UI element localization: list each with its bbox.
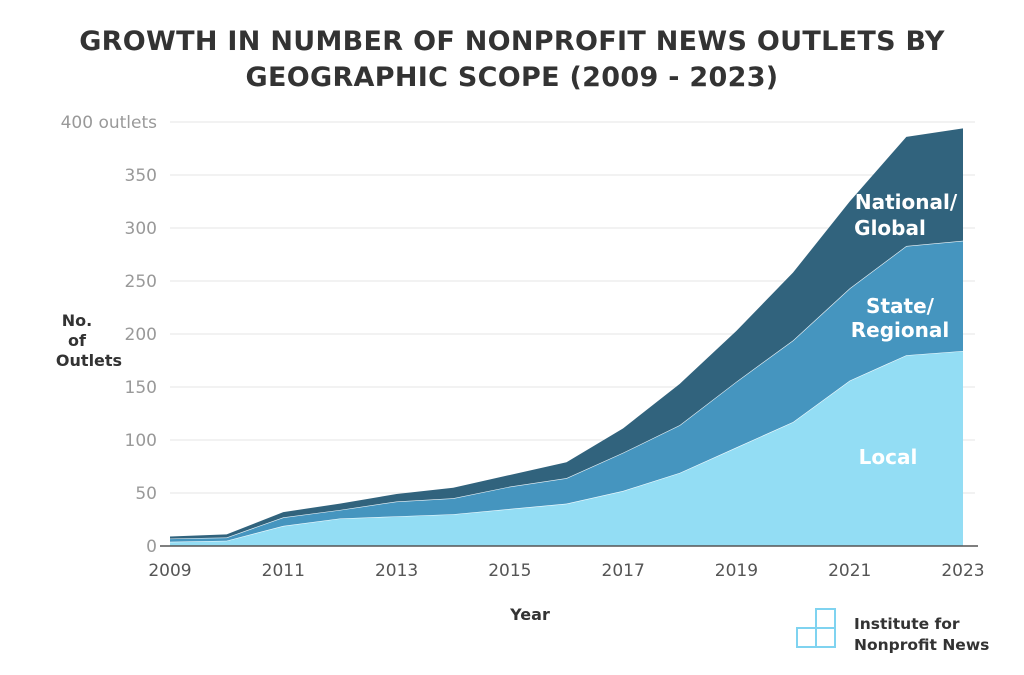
- y-tick-label: 300: [125, 219, 157, 239]
- inn-logo-text: Institute for Nonprofit News: [854, 614, 989, 656]
- y-tick-label: 400 outlets: [61, 113, 158, 133]
- x-tick-label: 2013: [375, 561, 418, 581]
- x-tick-label: 2015: [488, 561, 531, 581]
- series-label: Local: [859, 445, 918, 469]
- series-label: Regional: [851, 318, 949, 342]
- y-tick-label: 350: [125, 166, 157, 186]
- x-tick-label: 2017: [602, 561, 645, 581]
- x-tick-label: 2021: [828, 561, 871, 581]
- y-tick-label: 200: [125, 325, 157, 345]
- series-label: Global: [854, 216, 926, 240]
- series-label: National/: [855, 190, 958, 214]
- x-tick-label: 2009: [148, 561, 191, 581]
- y-tick-label: 0: [146, 537, 157, 557]
- logo-line-1: Institute for: [854, 615, 960, 633]
- y-axis-label: of: [68, 331, 87, 350]
- y-axis-label: Outlets: [56, 351, 122, 370]
- area-state-regional: [170, 240, 963, 542]
- x-tick-label: 2011: [262, 561, 305, 581]
- y-tick-label: 100: [125, 431, 157, 451]
- x-axis-label: Year: [509, 605, 550, 624]
- logo-line-2: Nonprofit News: [854, 636, 990, 654]
- chart-title-line-2: GEOGRAPHIC SCOPE (2009 - 2023): [245, 62, 779, 93]
- x-tick-label: 2023: [941, 561, 984, 581]
- area-local: [170, 350, 963, 546]
- y-axis-label: No.: [62, 311, 92, 330]
- series-label: State/: [866, 294, 935, 318]
- area-national-global: [170, 128, 963, 539]
- y-tick-label: 150: [125, 378, 157, 398]
- y-tick-label: 250: [125, 272, 157, 292]
- y-tick-label: 50: [135, 484, 157, 504]
- chart-title-line-1: GROWTH IN NUMBER OF NONPROFIT NEWS OUTLE…: [79, 26, 945, 57]
- x-tick-label: 2019: [715, 561, 758, 581]
